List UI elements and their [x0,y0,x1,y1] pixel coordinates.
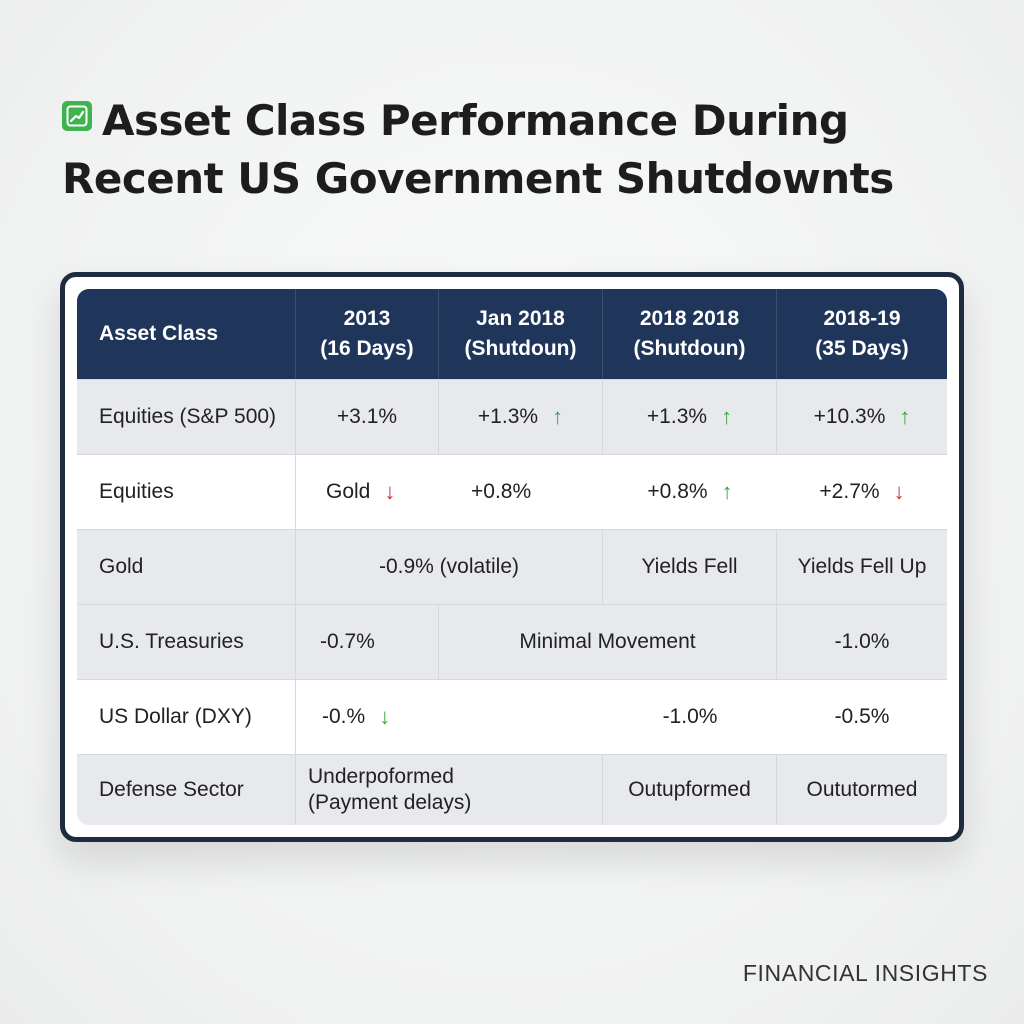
value-text: Underpoformed [308,765,454,788]
arrow-down-icon: ↓ [384,479,396,504]
title-line-2: Recent US Government Shutdownts [62,154,894,203]
value-cell: +0.8% [439,455,603,529]
value-text: Outupformed [628,778,751,801]
header-col-jan-2018-sub: (Shutdoun) [464,337,577,360]
asset-label: U.S. Treasuries [77,605,296,679]
value-text: (Payment delays) [308,791,472,814]
table-row: Defense Sector Underpoformed (Payment de… [77,754,947,825]
value-text: -0.9% (volatile) [378,555,520,578]
value-text: +0.8% [471,480,532,503]
value-text: +3.1% [336,405,398,428]
value-text: -1.0% [834,630,890,653]
value-cell: +0.8% ↑ [603,455,777,529]
header-col-2018-sub: (Shutdoun) [633,337,746,360]
arrow-up-icon: ↑ [721,404,733,429]
header-col-2018: 2018 2018 (Shutdoun) [603,289,777,379]
table-row: U.S. Treasuries -0.7% Minimal Movement -… [77,604,947,679]
value-cell: -0.5% [777,680,947,754]
value-cell: Minimal Movement [439,605,777,679]
value-text: Yields Fell [641,555,738,578]
value-cell-empty [439,680,603,754]
value-text: Gold [326,480,371,503]
value-text: +1.3% [646,405,708,428]
header-col-2013: 2013 (16 Days) [296,289,439,379]
table-row: US Dollar (DXY) -0.% ↓ -1.0% -0.5% [77,679,947,754]
table-row: Gold -0.9% (volatile) Yields Fell Yields… [77,529,947,604]
header-col-2013-sub: (16 Days) [320,337,414,360]
header-col-jan-2018-year: Jan 2018 [476,307,565,330]
table-header-row: Asset Class 2013 (16 Days) Jan 2018 (Shu… [77,289,947,379]
arrow-up-icon: ↑ [721,479,733,504]
asset-label: Defense Sector [77,755,296,825]
header-col-2018-19: 2018-19 (35 Days) [777,289,947,379]
arrow-down-icon: ↓ [893,479,905,504]
title-block: Asset Class Performance During Recent US… [62,92,962,208]
value-cell: +1.3% ↑ [603,380,777,454]
value-text: -1.0% [662,705,718,728]
table-row: Equities (S&P 500) +3.1% +1.3% ↑ +1.3% ↑… [77,379,947,454]
arrow-up-icon: ↑ [899,404,911,429]
asset-label: Equities [77,455,296,529]
value-cell: -0.9% (volatile) [296,530,603,604]
value-cell: Outupformed [603,755,777,825]
value-text: Oututormed [806,778,918,801]
value-cell: -0.7% [296,605,439,679]
value-cell: Underpoformed (Payment delays) [296,755,603,825]
value-cell: -1.0% [603,680,777,754]
value-cell: Oututormed [777,755,947,825]
asset-label: US Dollar (DXY) [77,680,296,754]
value-text: Yields Fell Up [797,555,927,578]
value-cell: -0.% ↓ [296,680,439,754]
value-text: -0.5% [834,705,890,728]
value-cell: +3.1% [296,380,439,454]
page-title: Asset Class Performance During Recent US… [62,92,962,208]
value-text: -0.% [322,705,366,728]
value-text: +0.8% [647,480,708,503]
value-cell: Yields Fell Up [777,530,947,604]
performance-table: Asset Class 2013 (16 Days) Jan 2018 (Shu… [77,289,947,825]
arrow-up-icon: ↑ [552,404,564,429]
header-col-2018-19-year: 2018-19 [823,307,901,330]
value-cell: +10.3% ↑ [777,380,947,454]
header-col-2013-year: 2013 [343,307,391,330]
header-asset-class: Asset Class [77,289,296,379]
value-cell: -1.0% [777,605,947,679]
header-col-2018-year: 2018 2018 [639,307,740,330]
title-line-1: Asset Class Performance During [102,96,849,145]
chart-up-icon [62,101,92,131]
value-cell: +2.7% ↓ [777,455,947,529]
value-text: -0.7% [320,630,375,653]
value-cell: Yields Fell [603,530,777,604]
header-col-2018-19-sub: (35 Days) [815,337,909,360]
value-text: +10.3% [813,405,886,428]
asset-label: Gold [77,530,296,604]
table-card: Asset Class 2013 (16 Days) Jan 2018 (Shu… [60,272,964,842]
header-col-jan-2018: Jan 2018 (Shutdoun) [439,289,603,379]
value-text: +1.3% [477,405,539,428]
value-cell: Gold ↓ [296,455,439,529]
asset-label: Equities (S&P 500) [77,380,296,454]
footer-brand: FINANCIAL INSIGHTS [742,960,988,986]
value-cell: +1.3% ↑ [439,380,603,454]
value-text: +2.7% [819,480,880,503]
table-row: Equities Gold ↓ +0.8% +0.8% ↑ +2.7% ↓ [77,454,947,529]
arrow-down-icon: ↓ [379,704,391,729]
value-text: Minimal Movement [519,630,696,653]
